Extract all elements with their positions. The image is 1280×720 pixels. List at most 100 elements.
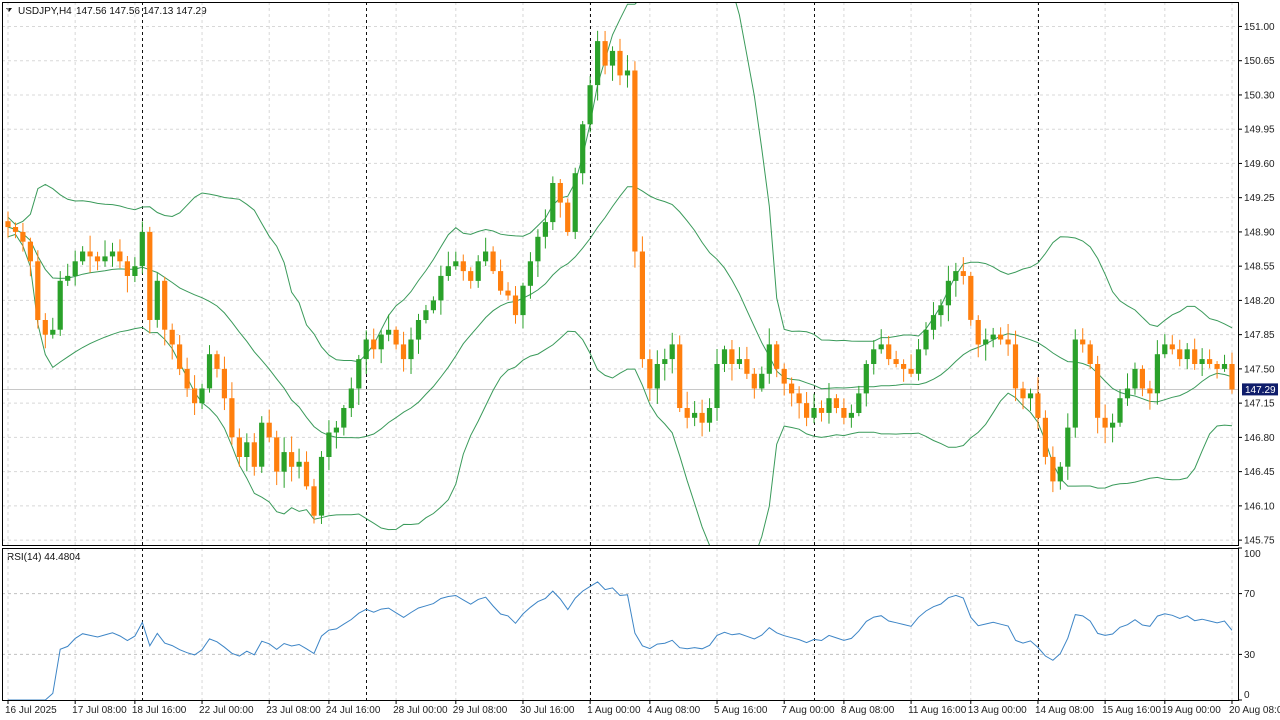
candle-body (804, 403, 810, 418)
rsi-axis[interactable]: 100 70 30 0 (1238, 547, 1261, 701)
candle-body (386, 329, 392, 335)
candle-body (1035, 393, 1041, 418)
time-tick-label: 13 Aug 00:00 (968, 705, 1027, 716)
bear-candle (1147, 380, 1153, 410)
bull-candle (1132, 362, 1138, 395)
bear-candle (789, 377, 795, 407)
candle-body (139, 231, 145, 267)
candle-body (1192, 349, 1198, 364)
bull-candle (520, 282, 526, 329)
candle-body (624, 70, 631, 76)
bull-candle (72, 250, 78, 286)
candle-body (274, 437, 280, 472)
candle-body (438, 275, 444, 301)
bear-candle (124, 256, 130, 293)
candle-body (699, 412, 705, 423)
candle-body (669, 344, 675, 360)
candle-body (602, 41, 608, 66)
time-tick-label: 5 Aug 16:00 (714, 705, 768, 716)
time-tick-label: 17 Jul 08:00 (72, 705, 127, 716)
bull-candle (811, 393, 817, 424)
bear-candle (1177, 339, 1183, 367)
bear-candle (303, 451, 310, 490)
candle-body (863, 364, 869, 394)
candle-body (692, 412, 698, 418)
bull-candle (154, 273, 160, 328)
bull-candle (572, 167, 578, 240)
price-tick-label: 146.45 (1244, 467, 1275, 478)
current-price-tag-bg (1242, 383, 1278, 396)
candle-body (483, 251, 489, 262)
bull-candle (1110, 413, 1116, 443)
candle-body (356, 359, 362, 389)
candle-body (266, 422, 272, 438)
price-tick-label: 149.60 (1244, 159, 1275, 170)
price-tick-label: 149.25 (1244, 193, 1275, 204)
bear-candle (960, 257, 966, 285)
candle-body (945, 280, 951, 306)
time-tick-label: 23 Jul 08:00 (266, 705, 321, 716)
bear-candle (177, 335, 183, 376)
candle-body (848, 412, 854, 418)
candle-body (177, 344, 183, 369)
candle-body (415, 320, 422, 340)
candle-body (968, 275, 974, 320)
candle-body (841, 408, 847, 418)
bear-candle (565, 198, 571, 236)
bull-candle (296, 448, 302, 479)
candle-body (475, 261, 481, 281)
bear-candle (236, 428, 242, 467)
bear-candle (505, 282, 511, 300)
bear-candle (20, 222, 26, 252)
bull-candle (423, 304, 429, 324)
candle-body (572, 173, 578, 232)
price-tick-label: 150.30 (1244, 90, 1275, 101)
bear-candle (1012, 330, 1019, 402)
price-tick-label: 151.00 (1244, 22, 1275, 33)
bear-candle (35, 250, 41, 329)
price-tick-label: 146.10 (1244, 501, 1275, 512)
bear-candle (460, 254, 466, 281)
bull-candle (535, 229, 541, 277)
bear-candle (699, 399, 705, 437)
time-axis[interactable]: 16 Jul 2025 17 Jul 08:00 18 Jul 16:00 22 Ju… (5, 700, 1280, 716)
candle-body (774, 344, 780, 369)
bull-candle (139, 221, 145, 274)
candle-body (990, 334, 996, 340)
bear-candle (1214, 361, 1220, 379)
price-tick-label: 147.85 (1244, 330, 1275, 341)
bull-candle (856, 385, 862, 417)
bull-candle (453, 251, 459, 270)
candle-body (684, 408, 690, 418)
bull-candle (923, 322, 929, 356)
candle-body (915, 349, 922, 374)
bull-candle (1162, 334, 1168, 358)
candles (5, 30, 1235, 524)
candle-body (714, 364, 720, 408)
bear-candle (1020, 381, 1026, 410)
price-axis[interactable]: 151.00 150.65 150.30 149.95 149.60 149.25 148.… (1238, 22, 1275, 547)
time-tick-label: 22 Jul 00:00 (199, 705, 254, 716)
candle-body (214, 354, 220, 369)
candle-body (244, 442, 250, 457)
candle-body (1221, 364, 1228, 369)
symbol-label[interactable]: USDJPY,H4 (18, 6, 72, 17)
bull-candle (714, 348, 720, 421)
bull-candle (132, 257, 138, 283)
bull-candle (938, 299, 944, 327)
bull-candle (386, 314, 392, 342)
candle-body (311, 486, 317, 516)
candle-body (998, 334, 1004, 340)
candle-body (751, 373, 757, 389)
bear-candle (639, 236, 645, 368)
candle-body (1162, 344, 1168, 355)
candle-body (550, 183, 556, 223)
bear-candle (1042, 410, 1048, 465)
candle-body (512, 295, 519, 316)
bear-candle (1169, 335, 1175, 355)
candle-body (1147, 388, 1153, 394)
bull-candle (1221, 354, 1228, 372)
bear-candle (12, 222, 19, 239)
candle-body (662, 359, 668, 364)
